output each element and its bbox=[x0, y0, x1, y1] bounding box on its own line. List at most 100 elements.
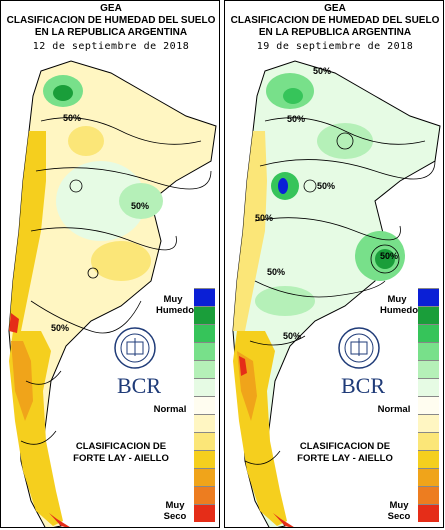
southern-tip bbox=[273, 513, 294, 527]
contour-line bbox=[35, 167, 212, 190]
legend-swatch bbox=[194, 378, 215, 396]
legend-swatch bbox=[418, 504, 439, 522]
color-legend bbox=[194, 288, 215, 522]
classification-line-2: FORTE LAY - AIELLO bbox=[297, 453, 393, 464]
legend-very-dry-line-1: Muy bbox=[165, 500, 185, 511]
legend-swatch bbox=[418, 306, 439, 324]
legend-swatch bbox=[194, 360, 215, 378]
legend-swatch bbox=[418, 396, 439, 414]
southern-tip bbox=[49, 513, 70, 527]
legend-very-wet-line-1: Muy bbox=[163, 294, 183, 305]
legend-very-wet-line-2: Humedo bbox=[380, 305, 418, 316]
isoline-label: 50% bbox=[267, 267, 286, 277]
wet-ne bbox=[317, 123, 373, 159]
contour-line bbox=[25, 370, 62, 385]
dry-zone-west bbox=[233, 131, 267, 331]
legend-swatch bbox=[418, 342, 439, 360]
legend-swatch bbox=[418, 432, 439, 450]
legend-swatch bbox=[418, 468, 439, 486]
classification-line-1: CLASIFICACION DE bbox=[299, 441, 391, 452]
bcr-seal-icon bbox=[338, 327, 380, 369]
map-date: 19 de septiembre de 2018 bbox=[256, 41, 414, 52]
legend-swatch bbox=[194, 504, 215, 522]
map-date: 12 de septiembre de 2018 bbox=[32, 41, 190, 52]
isoline-label: 50% bbox=[287, 114, 306, 124]
title-gea: GEA bbox=[324, 3, 346, 14]
legend-swatch bbox=[194, 450, 215, 468]
normal-south bbox=[255, 286, 315, 316]
contour-ring bbox=[303, 179, 317, 193]
legend-swatch bbox=[194, 486, 215, 504]
yellow-spot bbox=[68, 126, 104, 156]
color-legend bbox=[418, 288, 439, 522]
legend-swatch bbox=[418, 324, 439, 342]
contour-line bbox=[249, 335, 306, 346]
contour-line bbox=[259, 159, 436, 180]
legend-very-dry-line-2: Seco bbox=[387, 511, 411, 522]
legend-swatch bbox=[194, 288, 215, 306]
legend-very-dry-line-2: Seco bbox=[163, 511, 187, 522]
legend-swatch bbox=[418, 378, 439, 396]
dry-zone-west bbox=[9, 131, 46, 331]
title-line-3: EN LA REPUBLICA ARGENTINA bbox=[34, 27, 188, 38]
contour-line bbox=[254, 217, 401, 241]
wet-nw-core bbox=[283, 88, 303, 104]
contour-line bbox=[40, 117, 202, 145]
contour-ring bbox=[370, 244, 400, 274]
title-line-2: CLASIFICACION DE HUMEDAD DEL SUELO bbox=[230, 15, 440, 26]
classification-note: CLASIFICACION DE FORTE LAY - AIELLO bbox=[46, 441, 196, 465]
legend-very-dry-label: Muy Seco bbox=[382, 500, 416, 522]
legend-swatch bbox=[418, 414, 439, 432]
legend-swatch bbox=[194, 306, 215, 324]
legend-swatch bbox=[418, 288, 439, 306]
title-line-2: CLASIFICACION DE HUMEDAD DEL SUELO bbox=[6, 15, 216, 26]
contour-line bbox=[20, 430, 57, 445]
contour-ring bbox=[69, 179, 83, 193]
legend-very-wet-label: Muy Humedo bbox=[156, 294, 194, 316]
contour-line bbox=[264, 117, 426, 145]
soil-moisture-map bbox=[232, 60, 441, 527]
legend-swatch bbox=[194, 342, 215, 360]
classification-line-1: CLASIFICACION DE bbox=[75, 441, 167, 452]
bcr-seal-icon bbox=[114, 327, 156, 369]
bcr-logo: BCR bbox=[340, 373, 386, 398]
isoline-label: 50% bbox=[131, 201, 150, 211]
dry-center bbox=[91, 241, 151, 281]
extreme-dry bbox=[239, 356, 247, 376]
legend-swatch bbox=[418, 360, 439, 378]
classification-line-2: FORTE LAY - AIELLO bbox=[73, 453, 169, 464]
contour-ring bbox=[336, 132, 354, 150]
contour-line bbox=[254, 280, 386, 298]
very-dry-south bbox=[11, 341, 33, 421]
map-panel-sep-12: 50% 50% 50% GEA CLASIFICACION DE HUMEDAD… bbox=[0, 0, 220, 528]
isoline-label: 50% bbox=[51, 323, 70, 333]
isoline-label: 50% bbox=[380, 251, 399, 261]
isoline-label: 50% bbox=[63, 113, 82, 123]
isoline-label: 50% bbox=[283, 331, 302, 341]
title-gea: GEA bbox=[100, 3, 122, 14]
legend-very-wet-line-1: Muy bbox=[387, 294, 407, 305]
legend-swatch bbox=[194, 414, 215, 432]
extreme-dry bbox=[9, 313, 19, 333]
legend-very-wet-line-2: Humedo bbox=[156, 305, 194, 316]
contour-line bbox=[30, 227, 177, 251]
legend-swatch bbox=[194, 432, 215, 450]
legend-swatch bbox=[194, 468, 215, 486]
legend-normal-label: Normal bbox=[377, 404, 411, 415]
classification-note: CLASIFICACION DE FORTE LAY - AIELLO bbox=[270, 441, 420, 465]
title-line-3: EN LA REPUBLICA ARGENTINA bbox=[258, 27, 412, 38]
isoline-label: 50% bbox=[313, 66, 332, 76]
wet-east-core bbox=[375, 249, 395, 269]
legend-swatch bbox=[418, 486, 439, 504]
legend-normal-label: Normal bbox=[153, 404, 187, 415]
soil-moisture-map bbox=[8, 60, 217, 527]
legend-swatch bbox=[194, 396, 215, 414]
very-wet-center bbox=[278, 178, 288, 194]
isoline-label: 50% bbox=[255, 213, 274, 223]
isoline-label: 50% bbox=[317, 181, 336, 191]
contour-line bbox=[244, 450, 281, 465]
legend-swatch bbox=[194, 324, 215, 342]
wet-nw-core bbox=[53, 85, 73, 101]
map-panel-sep-19: 50% 50% 50% 50% 50% 50% 50% GEA CLASIFIC… bbox=[224, 0, 444, 528]
legend-very-wet-label: Muy Humedo bbox=[380, 294, 418, 316]
